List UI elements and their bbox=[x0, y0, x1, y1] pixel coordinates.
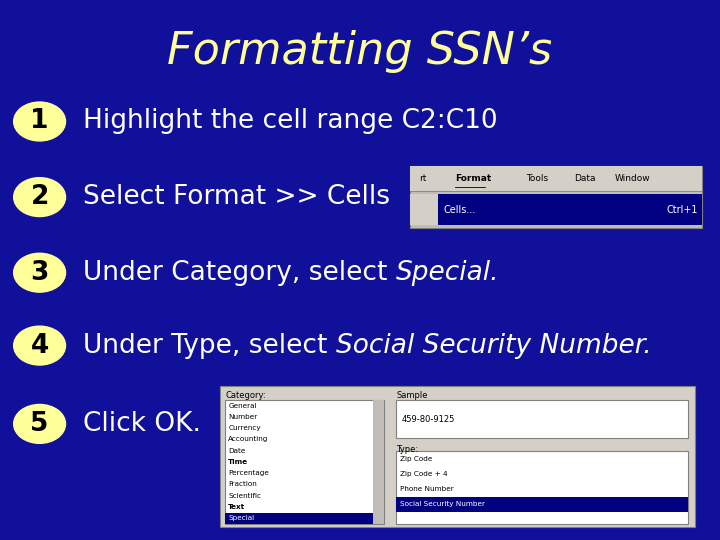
Text: Under Category, select: Under Category, select bbox=[83, 260, 395, 286]
Text: Category:: Category: bbox=[225, 392, 266, 401]
Text: Ctrl+1: Ctrl+1 bbox=[667, 205, 698, 214]
Text: Scientific: Scientific bbox=[228, 492, 261, 499]
Text: Currency: Currency bbox=[228, 425, 261, 431]
Text: Highlight the cell range C2:C10: Highlight the cell range C2:C10 bbox=[83, 109, 498, 134]
Text: Type:: Type: bbox=[396, 444, 418, 454]
Text: Percentage: Percentage bbox=[228, 470, 269, 476]
Text: 459-80-9125: 459-80-9125 bbox=[402, 415, 455, 423]
Text: Date: Date bbox=[228, 448, 246, 454]
Text: rt: rt bbox=[419, 174, 426, 183]
Text: 2: 2 bbox=[30, 184, 49, 210]
Text: Formatting SSN’s: Formatting SSN’s bbox=[168, 30, 552, 73]
Text: Tools: Tools bbox=[526, 174, 548, 183]
FancyBboxPatch shape bbox=[373, 400, 384, 524]
Text: Special.: Special. bbox=[395, 260, 499, 286]
FancyBboxPatch shape bbox=[396, 400, 688, 438]
Text: Time: Time bbox=[228, 459, 248, 465]
Text: Sample: Sample bbox=[396, 392, 428, 401]
Text: Select Format >> Cells: Select Format >> Cells bbox=[83, 184, 390, 210]
FancyBboxPatch shape bbox=[220, 386, 695, 526]
Text: 1: 1 bbox=[30, 109, 49, 134]
Text: Number: Number bbox=[228, 414, 258, 420]
Text: Under Type, select: Under Type, select bbox=[83, 333, 336, 359]
Text: Data: Data bbox=[575, 174, 596, 183]
Circle shape bbox=[14, 178, 66, 217]
Circle shape bbox=[14, 102, 66, 141]
Text: Zip Code: Zip Code bbox=[400, 456, 432, 462]
Circle shape bbox=[14, 404, 66, 443]
Text: Window: Window bbox=[615, 174, 650, 183]
Circle shape bbox=[14, 326, 66, 365]
FancyBboxPatch shape bbox=[225, 512, 373, 524]
Circle shape bbox=[14, 253, 66, 292]
Text: Social Security Number: Social Security Number bbox=[400, 501, 485, 507]
FancyBboxPatch shape bbox=[225, 400, 384, 524]
Text: Click OK.: Click OK. bbox=[83, 411, 201, 437]
Text: Cells...: Cells... bbox=[444, 205, 476, 214]
Text: Accounting: Accounting bbox=[228, 436, 269, 442]
Text: Zip Code + 4: Zip Code + 4 bbox=[400, 471, 447, 477]
FancyBboxPatch shape bbox=[396, 496, 688, 512]
Text: Special: Special bbox=[228, 515, 254, 521]
Text: General: General bbox=[228, 403, 257, 409]
FancyBboxPatch shape bbox=[410, 166, 702, 191]
Text: Social Security Number.: Social Security Number. bbox=[336, 333, 651, 359]
FancyBboxPatch shape bbox=[396, 451, 688, 524]
FancyBboxPatch shape bbox=[410, 166, 702, 228]
Text: Phone Number: Phone Number bbox=[400, 486, 454, 492]
Text: 4: 4 bbox=[30, 333, 49, 359]
Text: 5: 5 bbox=[30, 411, 49, 437]
Text: Fraction: Fraction bbox=[228, 482, 257, 488]
Text: Text: Text bbox=[228, 504, 246, 510]
FancyBboxPatch shape bbox=[438, 193, 702, 226]
FancyBboxPatch shape bbox=[410, 193, 438, 226]
Text: 3: 3 bbox=[30, 260, 49, 286]
Text: Format: Format bbox=[455, 174, 491, 183]
